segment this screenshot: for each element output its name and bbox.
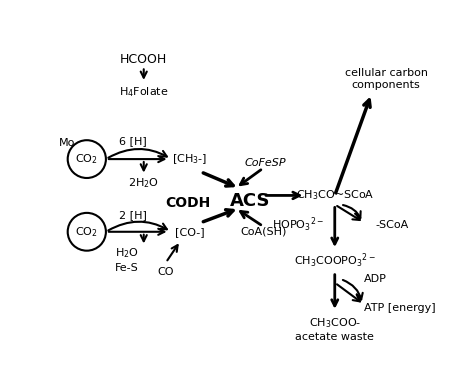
Text: 2 [H]: 2 [H]	[119, 211, 146, 221]
Text: [CO-]: [CO-]	[175, 227, 204, 237]
Text: Fe-S: Fe-S	[115, 263, 139, 273]
Text: HOPO$_3$$^{2-}$: HOPO$_3$$^{2-}$	[272, 215, 324, 234]
Text: HCOOH: HCOOH	[120, 53, 167, 66]
Text: CH$_3$COOPO$_3$$^{2-}$: CH$_3$COOPO$_3$$^{2-}$	[294, 252, 376, 270]
Text: CoA(SH): CoA(SH)	[240, 227, 286, 237]
Text: ADP: ADP	[364, 274, 387, 284]
Text: CH$_3$CO~SCoA: CH$_3$CO~SCoA	[295, 188, 374, 202]
Text: CoFeSP: CoFeSP	[244, 158, 286, 168]
Text: H$_2$O: H$_2$O	[115, 247, 139, 260]
Text: CODH: CODH	[165, 196, 210, 210]
Text: cellular carbon
components: cellular carbon components	[345, 68, 428, 90]
Text: CO: CO	[157, 267, 174, 277]
Text: ATP [energy]: ATP [energy]	[364, 303, 436, 313]
Text: ACS: ACS	[230, 192, 271, 210]
Text: acetate waste: acetate waste	[295, 332, 374, 342]
Text: CO$_2$: CO$_2$	[75, 225, 98, 239]
Text: 2H$_2$O: 2H$_2$O	[128, 176, 159, 190]
Text: [CH$_3$-]: [CH$_3$-]	[172, 152, 207, 166]
Text: -SCoA: -SCoA	[375, 219, 409, 229]
Text: Mo: Mo	[59, 138, 75, 148]
Text: H$_4$Folate: H$_4$Folate	[119, 85, 168, 99]
Text: 6 [H]: 6 [H]	[119, 136, 146, 146]
Text: CH$_3$COO-: CH$_3$COO-	[309, 316, 361, 329]
Text: CO$_2$: CO$_2$	[75, 152, 98, 166]
